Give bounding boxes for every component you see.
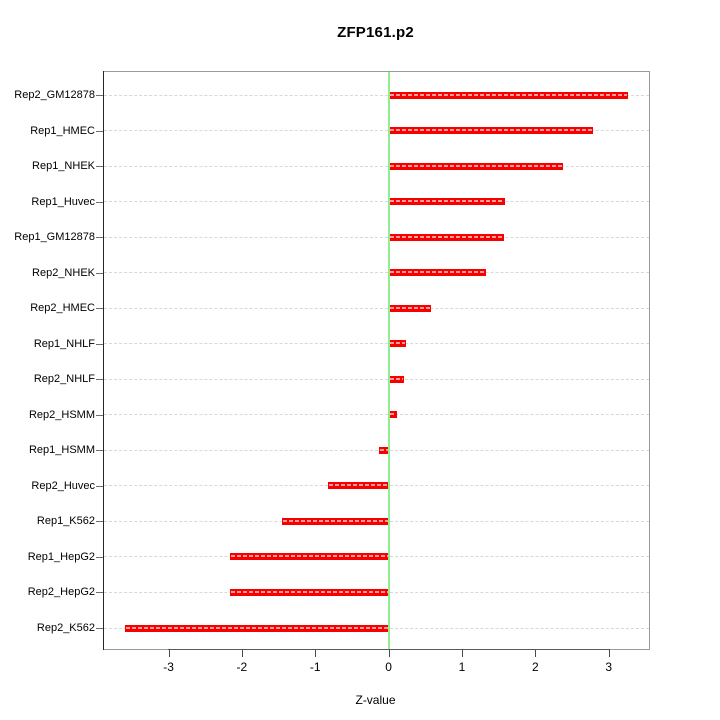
x-axis-tick-label: 1: [458, 660, 466, 674]
y-axis-category-label: Rep1_NHEK: [32, 160, 95, 173]
y-axis-category-label: Rep1_HepG2: [27, 550, 95, 563]
x-axis-tick: [388, 650, 390, 657]
y-axis-category-label: Rep1_HSMM: [28, 444, 95, 457]
x-axis-tick-label: 0: [385, 660, 392, 674]
bar-dash-pattern: [231, 590, 388, 593]
row-gridline: [104, 165, 649, 167]
y-axis-category-label: Rep1_NHLF: [33, 337, 95, 350]
y-axis-category-label: Rep1_K562: [36, 515, 95, 528]
bar-rep2_hmec: [388, 304, 432, 312]
bar-dash-pattern: [231, 555, 388, 558]
y-axis-tick: [96, 556, 103, 558]
y-axis-category-label: Rep2_Huvec: [31, 479, 95, 492]
bar-rep1_hmec: [388, 127, 593, 135]
bar-rep2_nhek: [388, 269, 487, 277]
x-axis-tick-label: 2: [531, 660, 539, 674]
row-gridline: [104, 414, 649, 416]
y-axis-category-label: Rep2_HepG2: [27, 586, 95, 599]
y-axis-category-label: Rep2_HMEC: [30, 302, 95, 315]
y-axis-tick: [96, 521, 103, 523]
row-gridline: [104, 272, 649, 274]
x-axis-tick: [535, 650, 537, 657]
y-axis-tick: [96, 379, 103, 381]
bar-rep2_gm12878: [388, 91, 629, 99]
bar-dash-pattern: [389, 200, 505, 203]
y-axis-line: [103, 71, 104, 650]
bar-rep1_k562: [281, 517, 389, 525]
x-axis-line: [167, 649, 610, 650]
bar-dash-pattern: [389, 93, 628, 96]
x-axis-tick-label: -2: [236, 660, 248, 674]
bar-dash-pattern: [380, 448, 388, 451]
bar-rep2_hepg2: [230, 588, 389, 596]
row-gridline: [104, 201, 649, 203]
row-gridline: [104, 449, 649, 451]
row-gridline: [104, 343, 649, 345]
y-axis-category-label: Rep1_GM12878: [14, 231, 95, 244]
row-gridline: [104, 307, 649, 309]
y-axis-tick: [96, 130, 103, 132]
bar-dash-pattern: [389, 306, 431, 309]
y-axis-category-label: Rep2_NHLF: [33, 373, 95, 386]
y-axis-category-label: Rep2_HSMM: [28, 408, 95, 421]
bar-rep2_k562: [124, 624, 389, 632]
y-axis-category-label: Rep2_K562: [36, 622, 95, 634]
row-gridline: [104, 94, 649, 96]
y-axis-tick: [96, 628, 103, 629]
zero-reference-line: [387, 72, 390, 649]
y-axis-tick: [96, 237, 103, 239]
y-axis-category-label: Rep2_NHEK: [32, 266, 95, 279]
y-axis-category-label: Rep1_Huvec: [31, 195, 95, 208]
x-axis-tick-label: 3: [605, 660, 612, 674]
y-axis-tick: [96, 414, 103, 416]
row-gridline: [104, 236, 649, 238]
bar-dash-pattern: [389, 164, 563, 167]
bar-dash-pattern: [328, 484, 388, 487]
row-gridline: [104, 378, 649, 380]
x-axis-tick-label: -1: [309, 660, 321, 674]
x-axis-tick: [315, 650, 317, 657]
bar-dash-pattern: [389, 342, 406, 345]
y-axis-tick: [96, 166, 103, 168]
bar-dash-pattern: [125, 626, 388, 629]
y-axis-tick: [96, 343, 103, 345]
bar-rep1_gm12878: [388, 233, 504, 241]
x-axis-tick: [168, 650, 170, 657]
bar-rep2_huvec: [327, 482, 389, 490]
bar-dash-pattern: [282, 519, 388, 522]
x-axis-tick: [241, 650, 243, 657]
row-gridline: [104, 130, 649, 132]
y-axis-tick: [96, 450, 103, 452]
bar-rep1_hsmm: [379, 446, 389, 454]
x-axis-label: Z-value: [355, 693, 396, 707]
x-axis-tick-label: -3: [163, 660, 174, 674]
bar-rep1_nhek: [388, 162, 564, 170]
bar-rep2_hsmm: [388, 411, 398, 419]
y-axis-tick: [96, 201, 103, 203]
bar-dash-pattern: [389, 129, 592, 132]
bar-rep1_huvec: [388, 198, 506, 206]
x-axis-tick: [461, 650, 463, 657]
bar-rep1_nhlf: [388, 340, 407, 348]
y-axis-category-label: Rep2_GM12878: [14, 89, 95, 101]
bar-dash-pattern: [389, 413, 397, 416]
y-axis-tick: [96, 485, 103, 487]
bar-dash-pattern: [389, 271, 486, 274]
y-axis-tick: [96, 592, 103, 594]
bar-rep2_nhlf: [388, 375, 404, 383]
y-axis-tick: [96, 308, 103, 310]
bar-dash-pattern: [389, 377, 403, 380]
y-axis-tick: [96, 272, 103, 274]
bar-rep1_hepg2: [230, 553, 389, 561]
y-axis-category-label: Rep1_HMEC: [30, 124, 95, 137]
plot-area: Rep2_GM12878 Rep1_HMEC Rep1_NHEK Rep1_Huvec…: [14, 71, 650, 674]
bar-dash-pattern: [389, 235, 503, 238]
x-axis-tick: [608, 650, 610, 657]
y-axis-tick: [96, 95, 103, 96]
chart-title: ZFP161.p2: [337, 24, 414, 41]
